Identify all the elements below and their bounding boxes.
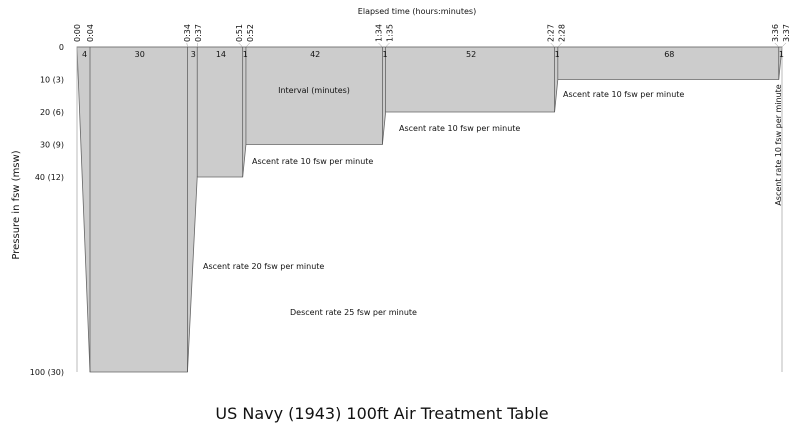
x-axis-title: Elapsed time (hours:minutes) — [358, 7, 476, 16]
time-tick-label: 0:51 — [235, 24, 244, 42]
y-tick-label: 20 (6) — [40, 108, 64, 117]
interval-label: 1 — [382, 50, 387, 59]
annotation-ascent-20: Ascent rate 20 fsw per minute — [203, 262, 324, 271]
interval-label: 14 — [216, 50, 226, 59]
interval-label: 4 — [82, 50, 87, 59]
time-tick-leader — [238, 42, 243, 48]
time-tick-leader — [781, 42, 787, 48]
time-tick-label: 0:00 — [73, 24, 82, 42]
annotation-ascent-10-surface: Ascent rate 10 fsw per minute — [774, 84, 783, 205]
y-tick-label: 100 (30) — [30, 368, 64, 377]
time-tick-label: 0:04 — [86, 24, 95, 42]
labels: 0:004 0:04 30 0:34 3 0:37 14 0:51 1 0:52 42 1:34 1 1:… — [30, 24, 791, 377]
interval-label: 1 — [779, 50, 784, 59]
time-tick-label: 3:36 — [771, 24, 780, 42]
interval-label: 42 — [310, 50, 320, 59]
interval-label: 1 — [243, 50, 248, 59]
interval-label: 68 — [664, 50, 674, 59]
annotation-ascent-10-stop20: Ascent rate 10 fsw per minute — [399, 124, 520, 133]
time-tick-leader — [378, 42, 383, 48]
time-tick-leader — [245, 42, 250, 48]
y-tick-label: 10 (3) — [40, 76, 64, 85]
annotation-descent-25: Descent rate 25 fsw per minute — [290, 308, 417, 317]
time-tick-label: 2:27 — [547, 24, 556, 42]
y-tick-label: 40 (12) — [35, 173, 64, 182]
annotation-ascent-10-stop10: Ascent rate 10 fsw per minute — [563, 90, 684, 99]
time-tick-label: 0:37 — [194, 24, 203, 42]
time-tick-leader — [385, 42, 390, 48]
y-tick-label: 30 (9) — [40, 141, 64, 150]
time-tick-label: 0:52 — [246, 24, 255, 42]
time-tick-leader — [774, 42, 779, 48]
annotation-interval: Interval (minutes) — [278, 86, 350, 95]
interval-label: 3 — [191, 50, 196, 59]
y-tick-label: 0 — [59, 43, 64, 52]
time-gridlines — [76, 42, 787, 372]
interval-label: 30 — [135, 50, 145, 59]
time-tick-label: 1:34 — [375, 24, 384, 42]
annotation-ascent-10-stop30: Ascent rate 10 fsw per minute — [252, 157, 373, 166]
time-tick-leader — [550, 42, 555, 48]
time-tick-label: 3:37 — [782, 24, 791, 42]
time-tick-label: 1:35 — [386, 24, 395, 42]
time-tick-leader — [186, 42, 188, 48]
y-axis-title: Pressure in fsw (msw) — [11, 150, 22, 259]
interval-label: 1 — [555, 50, 560, 59]
time-tick-leader — [196, 42, 199, 48]
interval-label: 52 — [466, 50, 476, 59]
time-tick-leader — [557, 42, 562, 48]
chart-title: US Navy (1943) 100ft Air Treatment Table — [215, 404, 548, 423]
time-tick-label: 0:34 — [183, 24, 192, 42]
time-tick-label: 2:28 — [558, 24, 567, 42]
